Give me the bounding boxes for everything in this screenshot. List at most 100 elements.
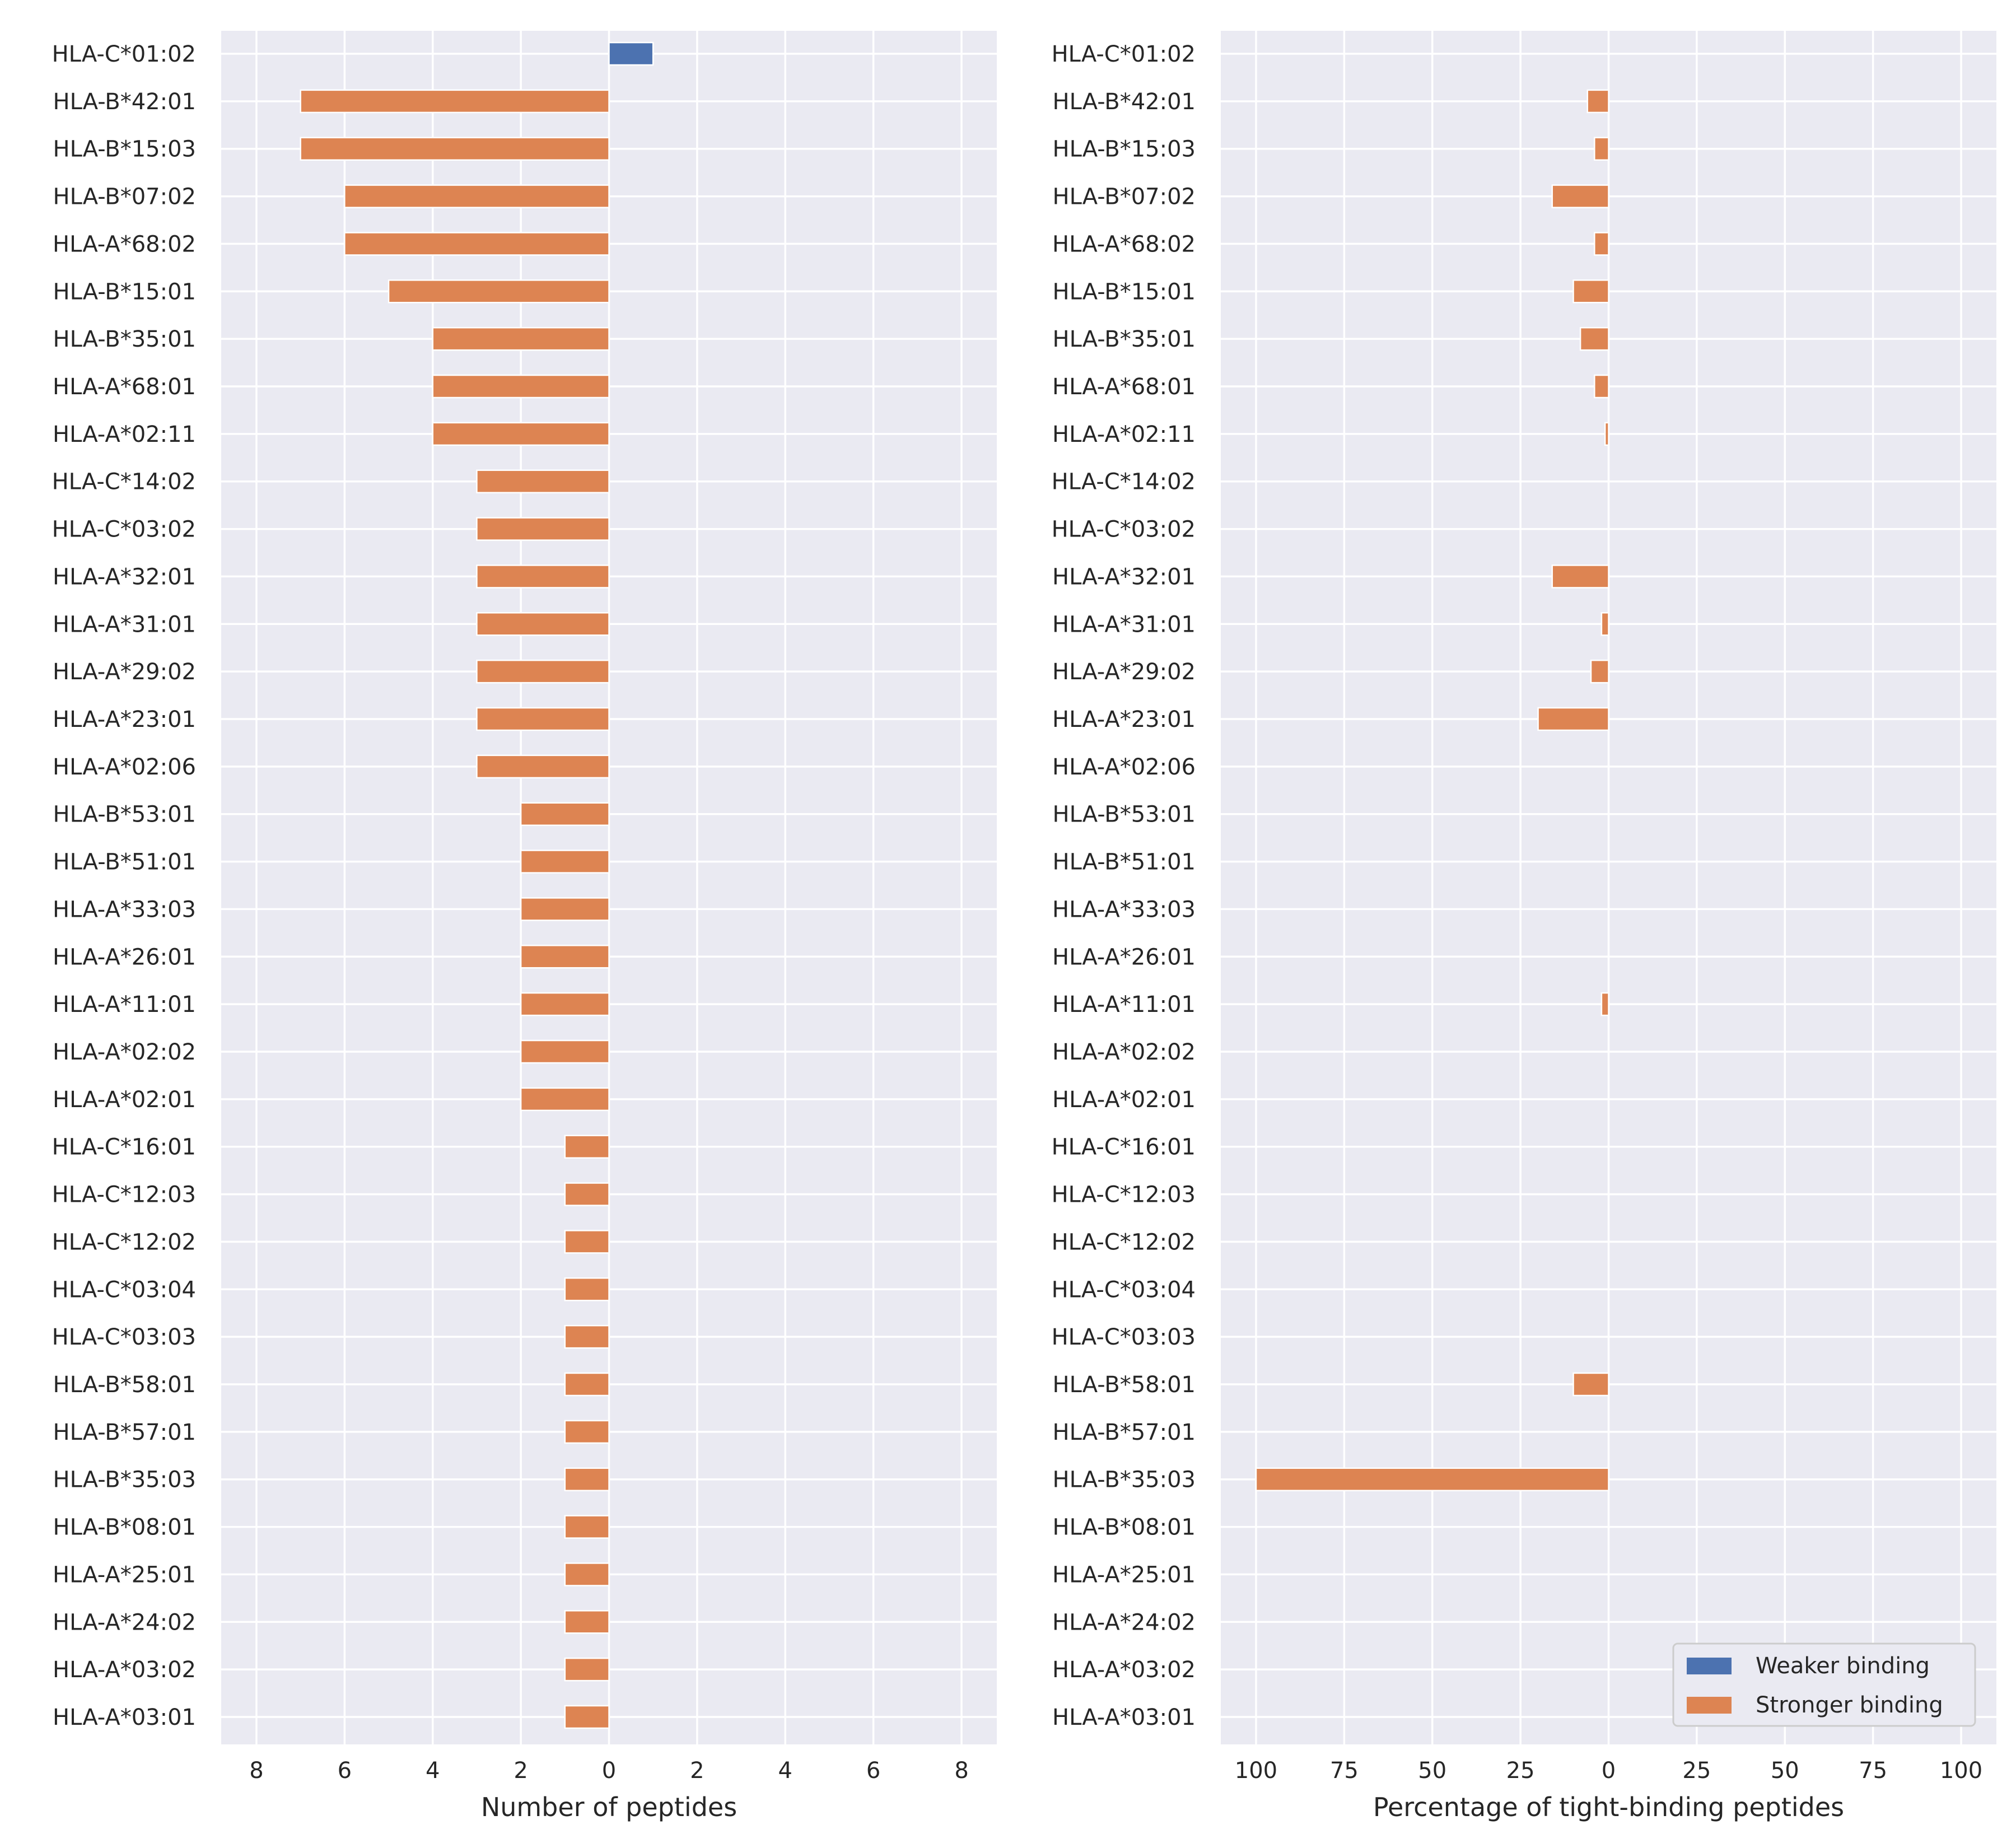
category-label: HLA-C*01:02 (1052, 41, 1196, 67)
bar-stronger-23 (564, 1135, 610, 1159)
category-label: HLA-B*53:01 (53, 802, 197, 828)
category-label: HLA-A*32:01 (53, 564, 196, 590)
bar-stronger-10 (476, 517, 610, 541)
x-tick-label: 0 (1602, 1758, 1616, 1784)
bar-stronger-35 (564, 1705, 610, 1729)
bar-stronger-7 (1594, 374, 1609, 399)
x-axis-title: Number of peptides (481, 1792, 737, 1822)
legend-frame (1672, 1642, 1976, 1727)
category-label: HLA-A*26:01 (1052, 944, 1196, 970)
category-label: HLA-B*35:01 (1053, 326, 1196, 352)
category-label: HLA-A*02:01 (1052, 1087, 1196, 1113)
category-label: HLA-C*16:01 (52, 1135, 196, 1160)
bar-stronger-34 (564, 1657, 610, 1682)
category-label: HLA-A*03:02 (1052, 1657, 1196, 1683)
category-label: HLA-A*23:01 (53, 707, 196, 732)
category-label: HLA-C*16:01 (1052, 1135, 1196, 1160)
category-label: HLA-A*31:01 (1052, 612, 1196, 637)
bar-weaker-0 (608, 41, 654, 66)
category-label: HLA-A*03:01 (53, 1705, 196, 1730)
category-label: HLA-A*02:11 (1052, 422, 1196, 447)
bar-stronger-18 (520, 897, 610, 921)
bar-stronger-14 (1537, 707, 1609, 731)
panel-tight-binding-percentage: 100 75 50 25 0 25 50 75 100 HLA-C*01:02 HLA-B*42:0… (1052, 31, 1996, 1822)
category-label: HLA-B*51:01 (1053, 850, 1196, 875)
category-label: HLA-B*08:01 (53, 1515, 197, 1541)
category-label: HLA-C*14:02 (1052, 469, 1196, 495)
bar-stronger-7 (432, 374, 610, 399)
category-label: HLA-A*24:02 (53, 1609, 196, 1635)
bar-stronger-24 (564, 1182, 610, 1206)
legend-label-stronger: Stronger binding (1756, 1692, 1943, 1718)
bar-stronger-21 (520, 1039, 610, 1064)
category-label: HLA-B*51:01 (53, 850, 197, 875)
x-axis-title: Percentage of tight-binding peptides (1373, 1792, 1844, 1822)
x-tick-label: 8 (249, 1758, 263, 1784)
x-tick-label: 100 (1235, 1758, 1277, 1784)
bar-stronger-30 (1255, 1467, 1609, 1491)
category-label: HLA-A*02:06 (53, 754, 196, 780)
category-label: HLA-A*29:02 (53, 659, 196, 685)
x-tick-label: 100 (1940, 1758, 1982, 1784)
category-label: HLA-A*11:01 (53, 992, 196, 1018)
x-tick-label: 2 (514, 1758, 528, 1784)
bar-stronger-32 (564, 1562, 610, 1586)
x-tick-label: 0 (602, 1758, 616, 1784)
category-label: HLA-B*08:01 (1053, 1515, 1196, 1541)
category-label: HLA-B*57:01 (53, 1420, 197, 1445)
x-tick-label: 8 (954, 1758, 968, 1784)
bar-stronger-2 (300, 137, 610, 161)
bar-stronger-13 (1590, 659, 1609, 684)
category-label: HLA-B*15:03 (53, 137, 197, 162)
category-label: HLA-A*02:02 (53, 1039, 196, 1065)
bar-stronger-22 (520, 1087, 610, 1112)
bar-stronger-6 (432, 326, 610, 351)
x-tick-label: 4 (778, 1758, 792, 1784)
bar-stronger-3 (344, 184, 610, 208)
bar-stronger-20 (520, 992, 610, 1016)
legend-swatch-weaker (1687, 1658, 1732, 1674)
bar-stronger-3 (1551, 184, 1609, 208)
category-label: HLA-B*35:03 (1053, 1467, 1196, 1493)
category-label: HLA-A*03:02 (53, 1657, 196, 1683)
category-label: HLA-C*03:03 (1052, 1324, 1196, 1350)
category-label: HLA-C*12:03 (52, 1182, 196, 1208)
category-label: HLA-A*33:03 (53, 897, 196, 922)
category-label: HLA-C*03:03 (52, 1324, 196, 1350)
category-label: HLA-B*35:03 (53, 1467, 197, 1493)
bar-stronger-13 (476, 659, 610, 684)
bar-stronger-11 (1551, 564, 1609, 589)
bar-stronger-26 (564, 1277, 610, 1301)
category-label: HLA-B*58:01 (53, 1372, 197, 1398)
category-label: HLA-A*02:06 (1052, 754, 1196, 780)
category-label: HLA-A*24:02 (1052, 1609, 1196, 1635)
x-tick-label: 25 (1682, 1758, 1711, 1784)
category-label: HLA-C*03:04 (1052, 1277, 1196, 1303)
category-label: HLA-B*58:01 (1053, 1372, 1196, 1398)
category-label: HLA-B*57:01 (1053, 1420, 1196, 1445)
category-label: HLA-A*11:01 (1052, 992, 1196, 1018)
category-label: HLA-A*33:03 (1052, 897, 1196, 922)
x-tick-label: 2 (690, 1758, 704, 1784)
legend-label-weaker: Weaker binding (1756, 1653, 1930, 1679)
bar-stronger-1 (300, 89, 610, 114)
category-label: HLA-C*01:02 (52, 41, 196, 67)
bar-stronger-25 (564, 1230, 610, 1254)
category-label: HLA-C*12:02 (52, 1229, 196, 1255)
x-tick-label: 75 (1330, 1758, 1359, 1784)
category-label: HLA-A*02:02 (1052, 1039, 1196, 1065)
bar-stronger-4 (1594, 232, 1609, 256)
category-label: HLA-A*68:02 (53, 231, 196, 257)
panel-peptide-count: 8 6 4 2 0 2 4 6 8 HLA-C*01:02 HLA-B*42:01 HLA-B*15:… (52, 31, 997, 1822)
bar-stronger-8 (1604, 422, 1609, 446)
bar-stronger-1 (1586, 89, 1609, 114)
x-tick-label: 50 (1418, 1758, 1446, 1784)
category-label: HLA-C*03:02 (52, 517, 196, 543)
bar-stronger-8 (432, 422, 610, 446)
x-tick-label: 6 (866, 1758, 880, 1784)
bar-stronger-19 (520, 945, 610, 969)
bar-stronger-14 (476, 707, 610, 731)
bar-stronger-31 (564, 1515, 610, 1539)
legend-swatch-stronger (1687, 1697, 1732, 1714)
